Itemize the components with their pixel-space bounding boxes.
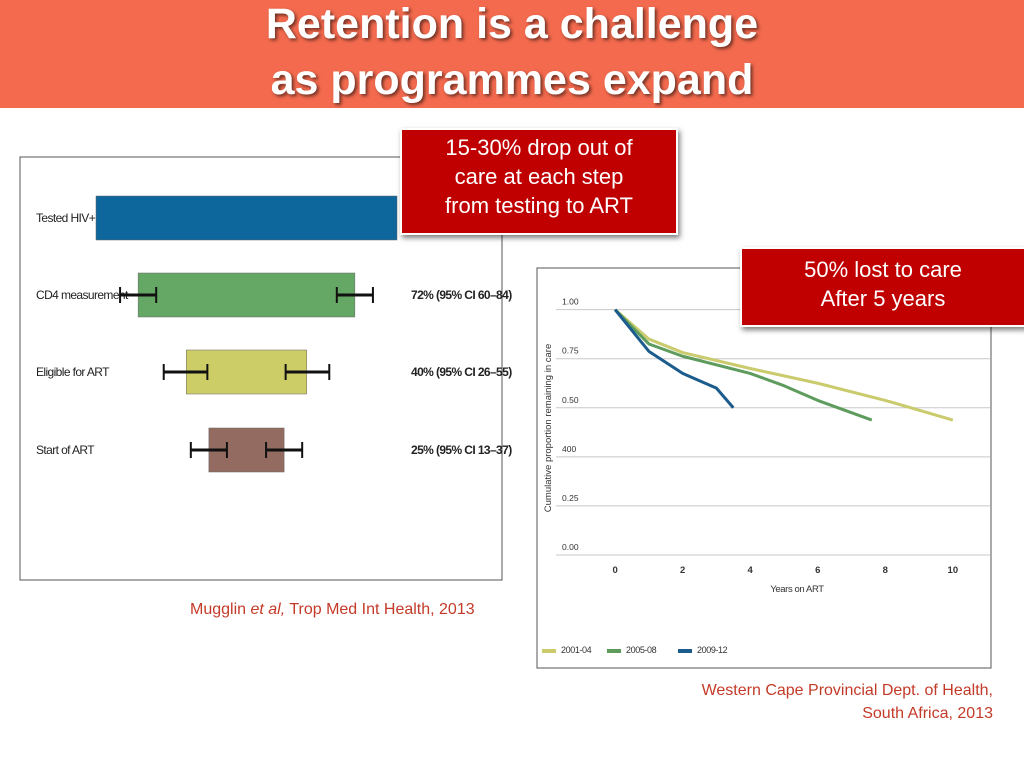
y-tick-label: 0.25 [562,493,579,503]
x-tick-label: 10 [948,565,959,576]
category-label: Tested HIV+ [36,211,96,225]
series-line [613,308,735,409]
value-label: 25% (95% CI 13–37) [411,443,512,457]
x-tick-label: 0 [612,565,617,576]
slide-title: Retention is a challenge as programmes e… [265,0,759,104]
legend-label: 2009-12 [697,645,728,655]
y-tick-label: 0.00 [562,542,579,552]
series-line [614,308,954,422]
x-axis-label: Years on ART [770,584,824,595]
legend-label: 2001-04 [561,645,592,655]
title-banner [0,0,1024,108]
callout: 15-30% drop out of care at each step fro… [400,128,678,235]
error-bar [162,364,209,380]
y-tick-label: 400 [562,444,576,454]
bar [137,272,356,318]
error-bar [189,442,228,458]
x-tick-label: 4 [748,565,754,576]
error-bar [119,287,158,303]
error-bar [284,364,331,380]
citation-part: Trop Med Int Health, 2013 [285,601,475,618]
bar [95,195,398,241]
legend-label: 2005-08 [626,645,657,655]
y-axis-label: Cumulative proportion remaining in care [543,344,554,512]
category-label: CD4 measurement [36,288,129,302]
x-tick-label: 6 [815,565,820,576]
x-tick-label: 8 [883,565,888,576]
callout: 50% lost to care After 5 years [740,247,1024,327]
category-label: Start of ART [36,443,95,457]
citation: Mugglin et al, Trop Med Int Health, 2013 [190,598,475,621]
value-label: 72% (95% CI 60–84) [411,288,512,302]
series-line [614,308,873,422]
category-label: Eligible for ART [36,365,110,379]
value-label: 40% (95% CI 26–55) [411,365,512,379]
y-tick-label: 1.00 [562,297,579,307]
y-tick-label: 0.50 [562,395,579,405]
error-bar [335,287,374,303]
x-tick-label: 2 [680,565,685,576]
error-bar [265,442,304,458]
line-frame [536,267,992,669]
citation: Western Cape Provincial Dept. of Health,… [701,682,993,722]
y-tick-label: 0.75 [562,346,579,356]
citation-part: Mugglin [190,601,251,618]
citation-part: et al, [250,601,286,618]
